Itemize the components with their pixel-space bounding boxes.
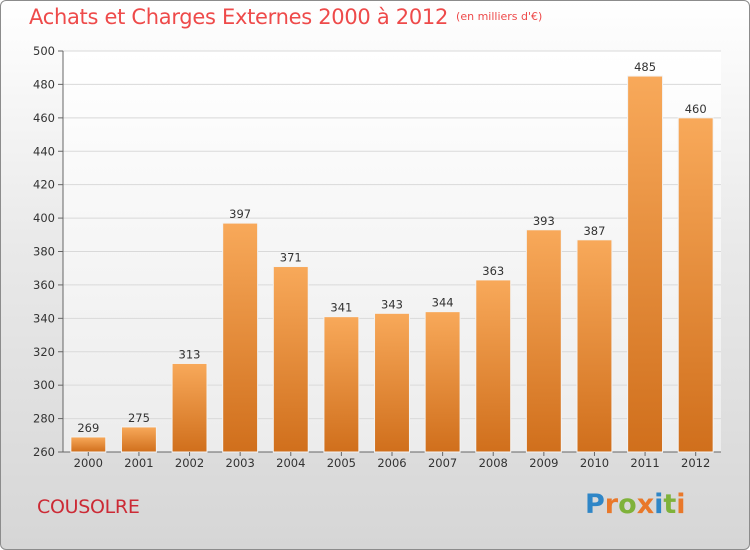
y-tick-label: 260: [33, 445, 55, 459]
y-tick-label: 300: [33, 378, 55, 392]
y-tick-label: 380: [33, 245, 55, 259]
bar: [677, 117, 714, 453]
x-tick-label: 2000: [74, 456, 103, 470]
bar: [374, 312, 410, 453]
bar: [222, 222, 259, 453]
bar: [120, 426, 157, 453]
y-tick-label: 400: [33, 211, 55, 225]
bar-value-label: 485: [634, 60, 656, 74]
x-tick-label: 2002: [175, 456, 204, 470]
x-tick-label: 2004: [276, 456, 305, 470]
y-tick-label: 440: [33, 144, 55, 158]
x-tick-label: 2001: [124, 456, 153, 470]
x-tick-label: 2011: [630, 456, 659, 470]
x-tick-label: 2005: [327, 456, 356, 470]
bar: [171, 362, 208, 453]
x-tick-label: 2003: [226, 456, 255, 470]
bar: [70, 436, 107, 453]
commune-name: COUSOLRE: [37, 496, 140, 518]
x-tick-label: 2010: [580, 456, 609, 470]
bar-chart: 260 280 300 320 340 360 380 400 420 440 460 480 500 2…: [33, 44, 721, 470]
bar-value-label: 393: [533, 214, 555, 228]
logo-letter: r: [604, 489, 619, 520]
proxiti-logo: Proxiti: [585, 489, 686, 520]
bar-value-label: 269: [77, 421, 99, 435]
logo-letter: i: [654, 489, 664, 520]
bar-value-label: 371: [280, 251, 302, 265]
y-tick-label: 500: [33, 44, 55, 58]
x-tick-label: 2006: [377, 456, 406, 470]
bar: [272, 266, 309, 453]
bar-value-label: 363: [482, 264, 504, 278]
x-tick-label: 2008: [479, 456, 508, 470]
chart-subtitle: (en milliers d'€): [456, 10, 543, 23]
bar: [424, 311, 461, 453]
x-tick-label: 2009: [529, 456, 558, 470]
bar-value-label: 313: [179, 347, 201, 361]
bar: [627, 75, 664, 453]
bar: [475, 279, 512, 453]
y-tick-label: 360: [33, 278, 55, 292]
y-tick-label: 460: [33, 111, 55, 125]
bar: [525, 229, 562, 453]
y-tick-label: 320: [33, 345, 55, 359]
bar-value-label: 344: [432, 296, 454, 310]
x-tick-label: 2007: [428, 456, 457, 470]
title-row: Achats et Charges Externes 2000 à 2012 (e…: [29, 5, 542, 29]
x-tick-label: 2012: [681, 456, 710, 470]
y-tick-label: 420: [33, 178, 55, 192]
bar-value-label: 275: [128, 411, 150, 425]
bar-value-label: 460: [685, 102, 707, 116]
logo-letter: x: [636, 489, 655, 520]
y-tick-label: 280: [33, 412, 55, 426]
y-tick-label: 480: [33, 77, 55, 91]
logo-letter: P: [585, 489, 605, 520]
bar-value-label: 341: [330, 301, 352, 315]
bar: [576, 239, 613, 453]
bar-value-label: 387: [583, 224, 605, 238]
chart-title: Achats et Charges Externes 2000 à 2012: [29, 5, 449, 29]
bar: [323, 316, 360, 453]
y-tick-label: 340: [33, 311, 55, 325]
logo-letter: o: [618, 489, 637, 520]
bar-value-label: 397: [229, 207, 251, 221]
logo-letter: i: [676, 489, 686, 520]
logo-letter: t: [663, 489, 677, 520]
bar-value-label: 343: [381, 297, 403, 311]
